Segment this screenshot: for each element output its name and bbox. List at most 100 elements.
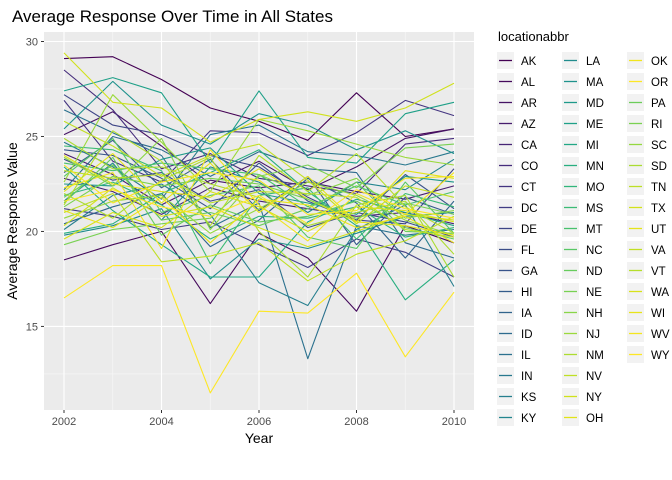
legend-label: MN <box>586 161 604 173</box>
series-line-me <box>63 77 455 164</box>
series-line-ks <box>63 183 455 307</box>
legend-label: IA <box>521 308 532 320</box>
series-line-ut <box>63 153 455 236</box>
legend-items: AK AL AR AZ CA CO CT DC DE FL GA HI IA ID IL IN KS KY LA MA… <box>497 52 670 426</box>
legend-item-md: MD <box>562 94 604 111</box>
series-line-pa <box>63 164 455 234</box>
legend-label: ME <box>586 119 604 131</box>
legend-label: VA <box>651 245 666 257</box>
legend-item-hi: HI <box>497 283 533 300</box>
legend-label: AZ <box>521 119 536 131</box>
legend-item-ar: AR <box>497 94 537 111</box>
series-line-la <box>63 208 455 280</box>
legend-label: NC <box>586 245 603 257</box>
legend-label: MS <box>586 203 604 215</box>
series-line-ri <box>63 175 455 219</box>
legend-item-mi: MI <box>562 136 599 153</box>
legend-label: NH <box>586 308 603 320</box>
legend-item-tx: TX <box>627 199 666 216</box>
legend-label: UT <box>651 224 666 236</box>
legend-label: SC <box>651 140 667 152</box>
legend-label: AL <box>521 77 536 89</box>
series-line-nv <box>63 192 455 282</box>
legend-item-ak: AK <box>497 52 537 69</box>
legend-item-sc: SC <box>627 136 667 153</box>
legend-label: ID <box>521 329 533 341</box>
series-line-va <box>63 120 455 225</box>
legend-item-wi: WI <box>627 304 665 321</box>
legend-item-ri: RI <box>627 115 663 132</box>
legend-label: KY <box>521 413 537 425</box>
legend-label: IN <box>521 371 533 383</box>
legend-item-ca: CA <box>497 136 537 153</box>
y-tick-label: 30 <box>26 36 38 48</box>
legend-label: OH <box>586 413 603 425</box>
legend-item-nh: NH <box>562 304 603 321</box>
series-line-az <box>63 153 455 206</box>
series-line-ar <box>63 111 455 191</box>
legend-label: WY <box>651 350 670 362</box>
legend-label: SD <box>651 161 667 173</box>
legend-item-nd: ND <box>562 262 603 279</box>
series-line-wv <box>63 164 455 215</box>
series-line-dc <box>63 208 455 278</box>
legend-label: OK <box>651 56 668 68</box>
chart-title: Average Response Over Time in All States <box>12 7 333 26</box>
x-tick-label: 2004 <box>149 416 173 428</box>
legend-item-wv: WV <box>627 325 670 342</box>
legend-label: IL <box>521 350 531 362</box>
legend-label: RI <box>651 119 663 131</box>
legend-label: DC <box>521 203 538 215</box>
legend-item-az: AZ <box>497 115 536 132</box>
legend-label: FL <box>521 245 535 257</box>
x-tick-label: 2010 <box>442 416 466 428</box>
legend-label: MO <box>586 182 605 194</box>
legend-label: MA <box>586 77 604 89</box>
legend-item-ms: MS <box>562 199 604 216</box>
legend-label: PA <box>651 98 666 110</box>
x-tick-label: 2006 <box>247 416 271 428</box>
legend-item-nm: NM <box>562 346 604 363</box>
legend-label: AR <box>521 98 537 110</box>
legend-label: TX <box>651 203 666 215</box>
series-line-oh <box>63 155 455 223</box>
axis-ticks: 2002 2004 2006 2008 2010 15 20 25 30 <box>26 36 466 428</box>
legend-label: GA <box>521 266 538 278</box>
series-line-ia <box>63 177 455 259</box>
legend-label: TN <box>651 182 666 194</box>
legend-item-pa: PA <box>627 94 666 111</box>
legend-item-dc: DC <box>497 199 538 216</box>
legend-item-oh: OH <box>562 409 603 426</box>
legend-item-ga: GA <box>497 262 538 279</box>
legend-label: ND <box>586 266 603 278</box>
legend-label: NM <box>586 350 604 362</box>
legend-item-nj: NJ <box>562 325 600 342</box>
legend-label: NY <box>586 392 602 404</box>
legend-label: NV <box>586 371 602 383</box>
legend-item-va: VA <box>627 241 666 258</box>
legend-label: DE <box>521 224 537 236</box>
legend-label: OR <box>651 77 668 89</box>
legend-item-sd: SD <box>627 157 667 174</box>
legend-item-il: IL <box>497 346 531 363</box>
legend-label: LA <box>586 56 600 68</box>
series-line-ma <box>63 80 455 155</box>
legend-item-wa: WA <box>627 283 669 300</box>
series-line-ak <box>63 56 455 141</box>
y-tick-label: 15 <box>26 321 38 333</box>
legend-item-fl: FL <box>497 241 535 258</box>
legend-label: AK <box>521 56 537 68</box>
legend-label: MT <box>586 224 603 236</box>
legend-item-wy: WY <box>627 346 670 363</box>
series-line-tn <box>63 170 455 238</box>
legend-label: HI <box>521 287 533 299</box>
legend-label: MI <box>586 140 599 152</box>
legend-item-ne: NE <box>562 283 602 300</box>
legend-label: NE <box>586 287 602 299</box>
legend-item-ia: IA <box>497 304 532 321</box>
legend-item-ky: KY <box>497 409 537 426</box>
legend-label: WA <box>651 287 669 299</box>
legend-item-tn: TN <box>627 178 666 195</box>
y-tick-label: 20 <box>26 226 38 238</box>
series-line-ny <box>63 52 455 143</box>
